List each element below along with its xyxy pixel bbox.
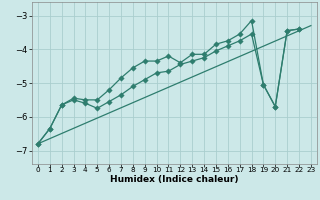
X-axis label: Humidex (Indice chaleur): Humidex (Indice chaleur) bbox=[110, 175, 239, 184]
